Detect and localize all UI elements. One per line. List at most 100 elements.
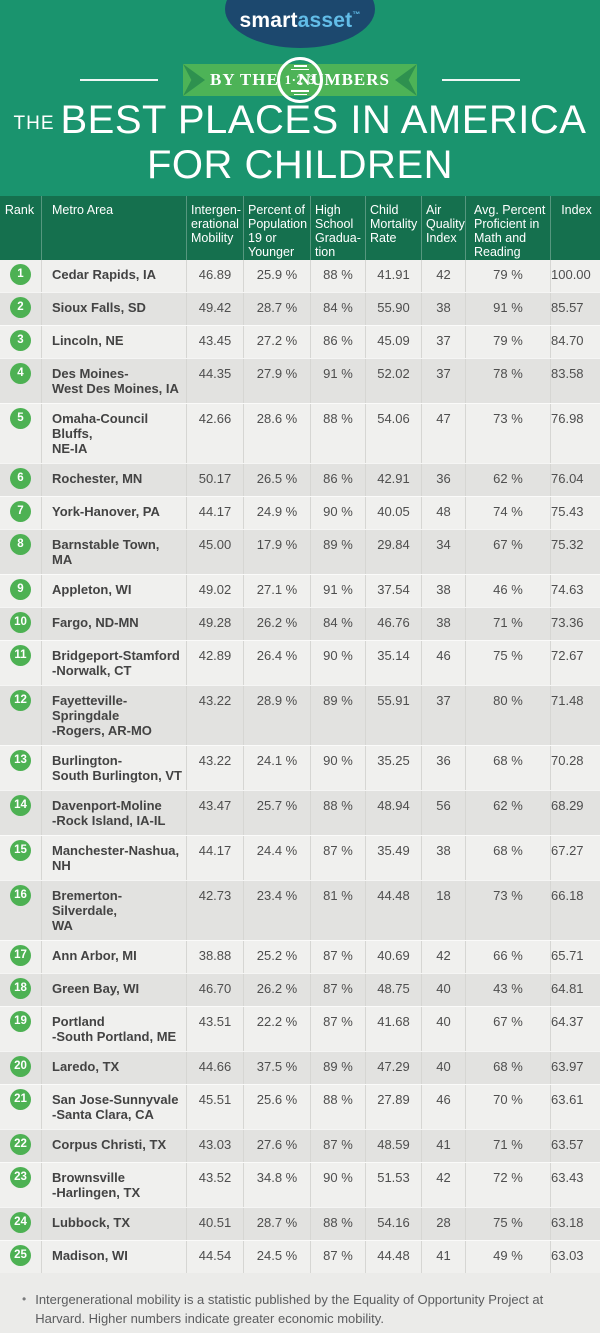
hs-grad-value: 89 % xyxy=(310,1052,365,1084)
table-row: 21 San Jose-Sunnyvale -Santa Clara, CA 4… xyxy=(0,1084,600,1129)
air-quality-value: 41 xyxy=(421,1130,465,1162)
metro-name: San Jose-Sunnyvale -Santa Clara, CA xyxy=(41,1085,186,1129)
child-mortality-value: 47.29 xyxy=(365,1052,421,1084)
rank-cell: 14 xyxy=(0,791,41,835)
index-value: 68.29 xyxy=(550,791,600,835)
avg-proficient-value: 46 % xyxy=(465,575,550,607)
hs-grad-value: 88 % xyxy=(310,791,365,835)
one-two-three-badge: 1·2·3 xyxy=(277,57,323,103)
column-header-air-quality: Air Quality Index xyxy=(421,196,465,273)
percent-pop-value: 28.7 % xyxy=(243,1208,310,1240)
hs-grad-value: 86 % xyxy=(310,326,365,358)
index-value: 76.04 xyxy=(550,464,600,496)
logo-trademark: ™ xyxy=(352,10,361,19)
index-value: 75.43 xyxy=(550,497,600,529)
metro-name: Ann Arbor, MI xyxy=(41,941,186,973)
percent-pop-value: 26.2 % xyxy=(243,974,310,1006)
percent-pop-value: 27.2 % xyxy=(243,326,310,358)
rank-cell: 25 xyxy=(0,1241,41,1273)
metro-name: Fayetteville-Springdale -Rogers, AR-MO xyxy=(41,686,186,745)
table-row: 9 Appleton, WI 49.02 27.1 % 91 % 37.54 3… xyxy=(0,574,600,607)
ribbon-end-left-icon xyxy=(183,64,205,96)
child-mortality-value: 40.69 xyxy=(365,941,421,973)
child-mortality-value: 48.94 xyxy=(365,791,421,835)
table-row: 25 Madison, WI 44.54 24.5 % 87 % 44.48 4… xyxy=(0,1240,600,1273)
rank-badge: 25 xyxy=(10,1245,31,1266)
table-row: 7 York-Hanover, PA 44.17 24.9 % 90 % 40.… xyxy=(0,496,600,529)
rank-badge: 15 xyxy=(10,840,31,861)
hs-grad-value: 91 % xyxy=(310,359,365,403)
child-mortality-value: 54.06 xyxy=(365,404,421,463)
mobility-value: 50.17 xyxy=(186,464,243,496)
air-quality-value: 48 xyxy=(421,497,465,529)
metro-name: Lincoln, NE xyxy=(41,326,186,358)
percent-pop-value: 17.9 % xyxy=(243,530,310,574)
avg-proficient-value: 73 % xyxy=(465,881,550,940)
percent-pop-value: 26.4 % xyxy=(243,641,310,685)
hs-grad-value: 90 % xyxy=(310,1163,365,1207)
child-mortality-value: 48.59 xyxy=(365,1130,421,1162)
badge-line-icon xyxy=(293,93,307,95)
child-mortality-value: 55.91 xyxy=(365,686,421,745)
rank-badge: 18 xyxy=(10,978,31,999)
avg-proficient-value: 78 % xyxy=(465,359,550,403)
hs-grad-value: 88 % xyxy=(310,404,365,463)
rank-cell: 11 xyxy=(0,641,41,685)
rank-cell: 4 xyxy=(0,359,41,403)
hs-grad-value: 89 % xyxy=(310,530,365,574)
child-mortality-value: 35.25 xyxy=(365,746,421,790)
air-quality-value: 41 xyxy=(421,1241,465,1273)
metro-name: Cedar Rapids, IA xyxy=(41,260,186,292)
index-value: 63.57 xyxy=(550,1130,600,1162)
index-value: 63.18 xyxy=(550,1208,600,1240)
hs-grad-value: 87 % xyxy=(310,941,365,973)
child-mortality-value: 44.48 xyxy=(365,1241,421,1273)
title-the: THE xyxy=(13,113,55,134)
table-row: 13 Burlington- South Burlington, VT 43.2… xyxy=(0,745,600,790)
table-row: 12 Fayetteville-Springdale -Rogers, AR-M… xyxy=(0,685,600,745)
footnote-text: Intergenerational mobility is a statisti… xyxy=(35,1292,544,1326)
mobility-value: 40.51 xyxy=(186,1208,243,1240)
air-quality-value: 37 xyxy=(421,686,465,745)
ribbon-end-right-icon xyxy=(395,64,417,96)
percent-pop-value: 27.6 % xyxy=(243,1130,310,1162)
percent-pop-value: 34.8 % xyxy=(243,1163,310,1207)
footnote-item: • Intergenerational mobility is a statist… xyxy=(22,1290,578,1328)
index-value: 67.27 xyxy=(550,836,600,880)
metro-name: Rochester, MN xyxy=(41,464,186,496)
avg-proficient-value: 68 % xyxy=(465,746,550,790)
child-mortality-value: 35.14 xyxy=(365,641,421,685)
mobility-value: 42.73 xyxy=(186,881,243,940)
percent-pop-value: 23.4 % xyxy=(243,881,310,940)
index-value: 63.03 xyxy=(550,1241,600,1273)
column-header-child-mortality: Child Mortality Rate xyxy=(365,196,421,273)
avg-proficient-value: 71 % xyxy=(465,608,550,640)
column-header-percent-pop: Percent of Population 19 or Younger xyxy=(243,196,310,273)
metro-name: Bridgeport-Stamford -Norwalk, CT xyxy=(41,641,186,685)
hs-grad-value: 86 % xyxy=(310,464,365,496)
hs-grad-value: 87 % xyxy=(310,974,365,1006)
rank-cell: 23 xyxy=(0,1163,41,1207)
avg-proficient-value: 79 % xyxy=(465,260,550,292)
rank-cell: 19 xyxy=(0,1007,41,1051)
child-mortality-value: 55.90 xyxy=(365,293,421,325)
metro-name: Barnstable Town, MA xyxy=(41,530,186,574)
mobility-value: 43.51 xyxy=(186,1007,243,1051)
child-mortality-value: 37.54 xyxy=(365,575,421,607)
index-value: 74.63 xyxy=(550,575,600,607)
index-value: 72.67 xyxy=(550,641,600,685)
metro-name: Green Bay, WI xyxy=(41,974,186,1006)
index-value: 63.97 xyxy=(550,1052,600,1084)
hs-grad-value: 87 % xyxy=(310,1130,365,1162)
mobility-value: 44.54 xyxy=(186,1241,243,1273)
table-row: 18 Green Bay, WI 46.70 26.2 % 87 % 48.75… xyxy=(0,973,600,1006)
child-mortality-value: 41.68 xyxy=(365,1007,421,1051)
child-mortality-value: 48.75 xyxy=(365,974,421,1006)
table-row: 8 Barnstable Town, MA 45.00 17.9 % 89 % … xyxy=(0,529,600,574)
hs-grad-value: 91 % xyxy=(310,575,365,607)
rank-badge: 20 xyxy=(10,1056,31,1077)
rank-cell: 17 xyxy=(0,941,41,973)
avg-proficient-value: 74 % xyxy=(465,497,550,529)
air-quality-value: 37 xyxy=(421,359,465,403)
